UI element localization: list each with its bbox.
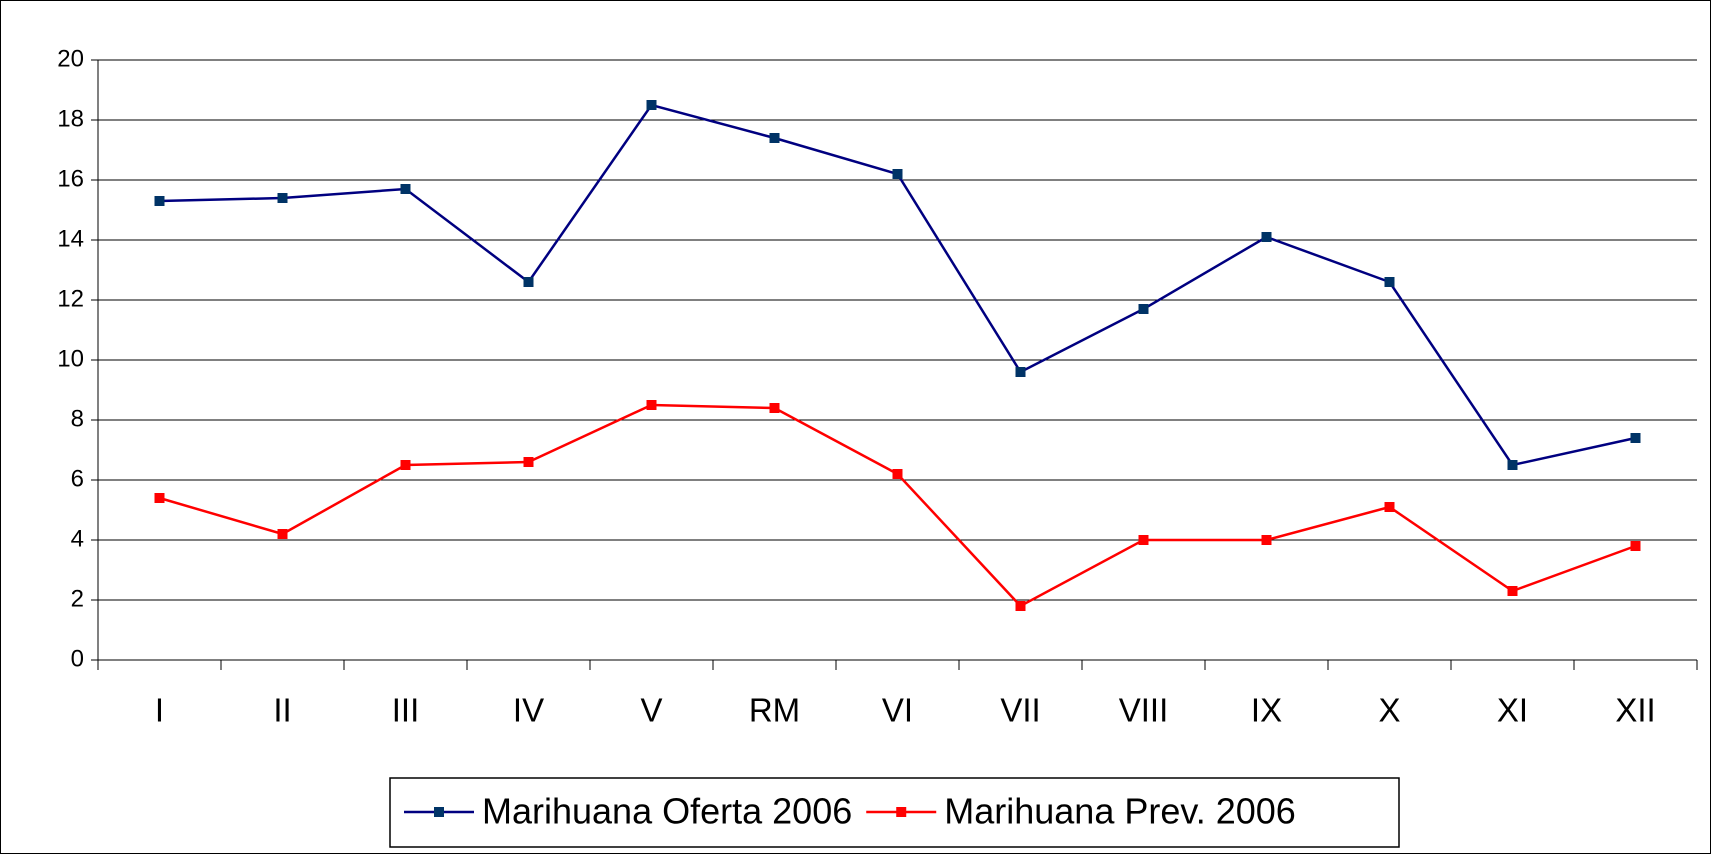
y-tick-label: 2 (71, 585, 84, 612)
marker (646, 400, 657, 410)
x-tick-label: V (640, 692, 662, 729)
y-tick-label: 0 (71, 645, 84, 672)
marker (892, 469, 903, 479)
marker (1384, 277, 1395, 287)
y-tick-label: 4 (71, 525, 84, 552)
marker (1261, 232, 1272, 242)
marker (1384, 502, 1395, 512)
x-tick-label: VIII (1119, 692, 1169, 729)
legend-label: Marihuana Oferta 2006 (482, 791, 852, 832)
y-tick-label: 16 (57, 165, 84, 192)
marker (769, 133, 780, 143)
marker (892, 169, 903, 179)
y-tick-label: 20 (57, 45, 84, 72)
marker (277, 529, 288, 539)
marker (1507, 460, 1518, 470)
marker (1630, 433, 1641, 443)
legend-marker (896, 807, 907, 817)
marker (646, 100, 657, 110)
marker (523, 277, 534, 287)
x-tick-label: RM (749, 692, 800, 729)
legend-marker (434, 807, 444, 817)
y-tick-label: 18 (57, 105, 84, 132)
marker (1261, 535, 1272, 545)
marker (400, 184, 411, 194)
marker (154, 196, 165, 206)
marker (400, 460, 411, 470)
x-tick-label: IV (513, 692, 544, 729)
x-tick-label: X (1378, 692, 1400, 729)
marker (154, 493, 165, 503)
y-tick-label: 12 (57, 285, 84, 312)
marker (1015, 367, 1026, 377)
x-tick-label: VI (882, 692, 913, 729)
x-tick-label: I (155, 692, 164, 729)
marker (277, 193, 288, 203)
marker (1138, 304, 1149, 314)
y-tick-label: 10 (57, 345, 84, 372)
marker (1015, 601, 1026, 611)
x-tick-label: VII (1000, 692, 1040, 729)
y-tick-label: 14 (57, 225, 84, 252)
x-tick-label: II (273, 692, 291, 729)
y-tick-label: 8 (71, 405, 84, 432)
x-tick-label: IX (1251, 692, 1282, 729)
x-tick-label: XII (1615, 692, 1655, 729)
x-tick-label: III (392, 692, 420, 729)
marker (523, 457, 534, 467)
marker (1630, 541, 1641, 551)
y-tick-label: 6 (71, 465, 84, 492)
x-tick-label: XI (1497, 692, 1528, 729)
legend-label: Marihuana Prev. 2006 (944, 791, 1296, 832)
marker (1507, 586, 1518, 596)
marker (769, 403, 780, 413)
marker (1138, 535, 1149, 545)
